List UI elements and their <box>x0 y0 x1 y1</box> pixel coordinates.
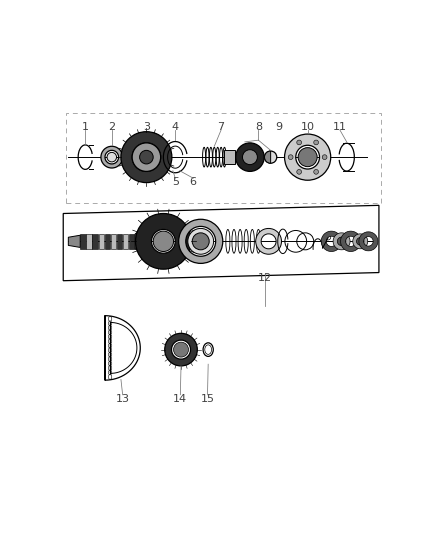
Bar <box>129 234 134 249</box>
Polygon shape <box>68 235 80 247</box>
Wedge shape <box>359 232 378 251</box>
Circle shape <box>243 150 258 165</box>
Bar <box>86 234 92 249</box>
Bar <box>99 234 104 249</box>
Circle shape <box>314 140 318 145</box>
Text: 1: 1 <box>82 122 89 132</box>
Bar <box>105 234 110 249</box>
Text: 12: 12 <box>258 273 272 282</box>
Bar <box>224 150 235 164</box>
Circle shape <box>132 143 161 172</box>
Bar <box>92 234 98 249</box>
Bar <box>123 234 128 249</box>
Wedge shape <box>165 333 197 366</box>
Circle shape <box>188 229 214 254</box>
Circle shape <box>140 150 153 164</box>
Wedge shape <box>353 234 368 249</box>
Text: 14: 14 <box>173 394 187 404</box>
Circle shape <box>265 151 277 163</box>
Wedge shape <box>265 151 271 163</box>
Text: 15: 15 <box>201 394 215 404</box>
Text: 13: 13 <box>116 394 130 404</box>
Bar <box>80 234 86 249</box>
Polygon shape <box>135 229 143 254</box>
Wedge shape <box>333 233 350 250</box>
Text: 10: 10 <box>300 122 314 132</box>
Text: 5: 5 <box>172 176 179 187</box>
Text: 2: 2 <box>108 122 115 132</box>
Circle shape <box>322 155 327 159</box>
Wedge shape <box>256 229 282 254</box>
Text: 3: 3 <box>143 122 150 132</box>
Circle shape <box>192 233 209 250</box>
Text: 4: 4 <box>172 122 179 132</box>
Circle shape <box>297 140 301 145</box>
Wedge shape <box>321 231 342 252</box>
Text: 11: 11 <box>333 122 347 132</box>
Text: 7: 7 <box>218 122 225 132</box>
Wedge shape <box>135 214 191 269</box>
Circle shape <box>298 148 317 167</box>
Bar <box>117 234 122 249</box>
Circle shape <box>153 231 173 252</box>
Wedge shape <box>101 146 123 168</box>
Text: 6: 6 <box>190 176 197 187</box>
Circle shape <box>236 143 264 172</box>
Wedge shape <box>121 132 172 183</box>
Text: 9: 9 <box>275 122 283 132</box>
Circle shape <box>107 152 117 162</box>
Circle shape <box>288 155 293 159</box>
Wedge shape <box>341 231 361 252</box>
Wedge shape <box>285 134 331 180</box>
Circle shape <box>314 169 318 174</box>
Bar <box>111 234 116 249</box>
Wedge shape <box>179 219 223 263</box>
Circle shape <box>173 342 188 357</box>
Circle shape <box>297 169 301 174</box>
Text: 8: 8 <box>255 122 262 132</box>
